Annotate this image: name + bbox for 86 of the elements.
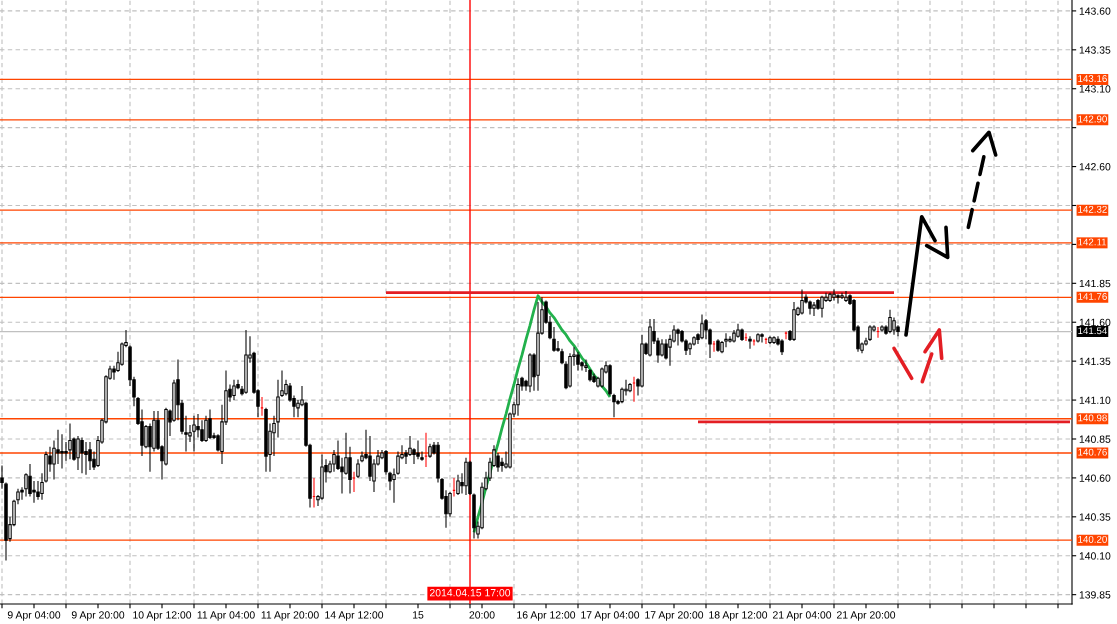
candlestick [736,323,740,339]
y-tick-label: 141.10 [1079,396,1111,404]
y-tick-label: 142.60 [1079,163,1111,171]
x-tick-label: 2014.04.15 17:00 [429,589,511,597]
candlestick [612,393,616,418]
ref-line-label: 141.54 [1078,327,1108,335]
x-tick-label: 11 Apr 20:00 [261,611,319,621]
candlestick [608,363,612,396]
y-tick-label: 141.60 [1079,318,1111,327]
candlestick [428,443,432,459]
x-tick-label: 10 Apr 12:00 [133,611,192,621]
candlestick [84,441,88,476]
candlestick [780,338,784,356]
x-tick-label: 9 Apr 04:00 [7,611,61,621]
candlestick [748,335,752,350]
candlestick [800,289,804,315]
line-series [472,294,612,534]
candlestick [880,324,884,333]
candlestick [576,351,580,372]
candlestick [836,293,840,305]
candlestick [536,301,540,392]
y-tick-label: 140.35 [1079,513,1111,521]
candlestick [264,407,268,473]
ref-line-label: 142.11 [1078,238,1107,246]
x-tick-label: 16 Apr 12:00 [517,611,576,621]
candlestick [768,335,772,345]
ref-line-label: 142.32 [1078,205,1107,213]
x-tick-label: 15 [413,611,424,619]
candlestick [792,301,796,342]
candlestick [868,324,872,342]
candlestick [888,309,892,334]
candlestick [840,292,844,300]
candlestick [456,474,460,496]
candlestick [760,332,764,343]
candlestick [80,436,84,474]
candlestick [232,379,236,401]
candlestick [844,290,848,303]
y-tick-label: 140.85 [1079,435,1111,443]
candlestick [700,313,704,340]
candlestick [416,440,420,460]
x-tick-label: 18 Apr 12:00 [709,611,768,621]
y-tick-label: 141.85 [1079,279,1111,288]
y-tick-label: 139.85 [1079,591,1111,599]
ref-line-label: 140.76 [1078,448,1107,456]
x-tick-label: 11 Apr 04:00 [197,611,255,621]
y-tick-label: 141.35 [1079,357,1111,366]
candlestick [756,332,760,343]
ref-line-label: 140.20 [1078,535,1107,543]
candlestick [76,435,80,471]
y-tick-label: 143.10 [1079,85,1111,93]
x-tick-label: 9 Apr 20:00 [71,611,125,621]
candlestick [628,382,632,393]
y-tick-label: 143.60 [1079,7,1111,15]
candlestick [752,338,756,347]
candlestick [740,327,744,342]
candlestick [648,318,652,357]
candlestick [208,408,212,440]
candlestick [68,422,72,460]
y-tick-label: 143.35 [1079,46,1111,54]
x-tick-label: 21 Apr 20:00 [836,611,896,621]
candlestick [60,433,64,470]
x-tick-label: 14 Apr 12:00 [325,611,384,621]
candlestick [772,335,776,345]
ref-line-label: 142.90 [1078,115,1107,123]
candlestick [812,301,816,317]
candlestick [516,377,520,417]
candlestick [88,441,92,471]
candlestick [528,352,532,393]
candlestick [828,292,832,303]
candlestick [820,295,824,319]
candlestick [716,338,720,353]
candlestick [464,457,468,496]
x-tick-label: 21 Apr 04:00 [772,611,832,621]
candlestick [676,327,680,347]
x-tick-label: 17 Apr 04:00 [581,611,640,621]
x-tick-label: 17 Apr 20:00 [645,611,704,621]
candlestick [592,373,596,384]
candlestick [244,329,248,395]
ref-line-label: 143.16 [1078,75,1107,82]
y-tick-label: 140.10 [1079,552,1111,560]
candlestick [832,289,836,301]
y-tick-label: 140.60 [1079,474,1111,482]
candlestick [192,415,196,452]
ref-line-label: 141.76 [1078,293,1107,300]
ref-line-label: 140.98 [1078,414,1107,422]
x-tick-label: 20:00 [469,611,495,619]
